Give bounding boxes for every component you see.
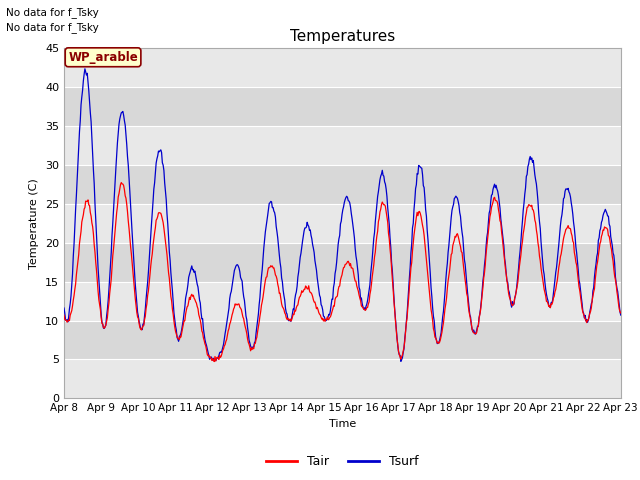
- X-axis label: Time: Time: [329, 419, 356, 429]
- Y-axis label: Temperature (C): Temperature (C): [29, 178, 40, 269]
- Legend: Tair, Tsurf: Tair, Tsurf: [261, 450, 424, 473]
- Title: Temperatures: Temperatures: [290, 29, 395, 44]
- Bar: [64, 48, 621, 87]
- Text: No data for f_Tsky: No data for f_Tsky: [6, 7, 99, 18]
- Text: No data for f_Tsky: No data for f_Tsky: [6, 22, 99, 33]
- Bar: [64, 165, 621, 204]
- Bar: [64, 243, 621, 282]
- Bar: [64, 204, 621, 243]
- Bar: [64, 360, 621, 398]
- Text: WP_arable: WP_arable: [68, 51, 138, 64]
- Bar: [64, 126, 621, 165]
- Bar: [64, 87, 621, 126]
- Bar: [64, 321, 621, 360]
- Bar: [64, 282, 621, 321]
